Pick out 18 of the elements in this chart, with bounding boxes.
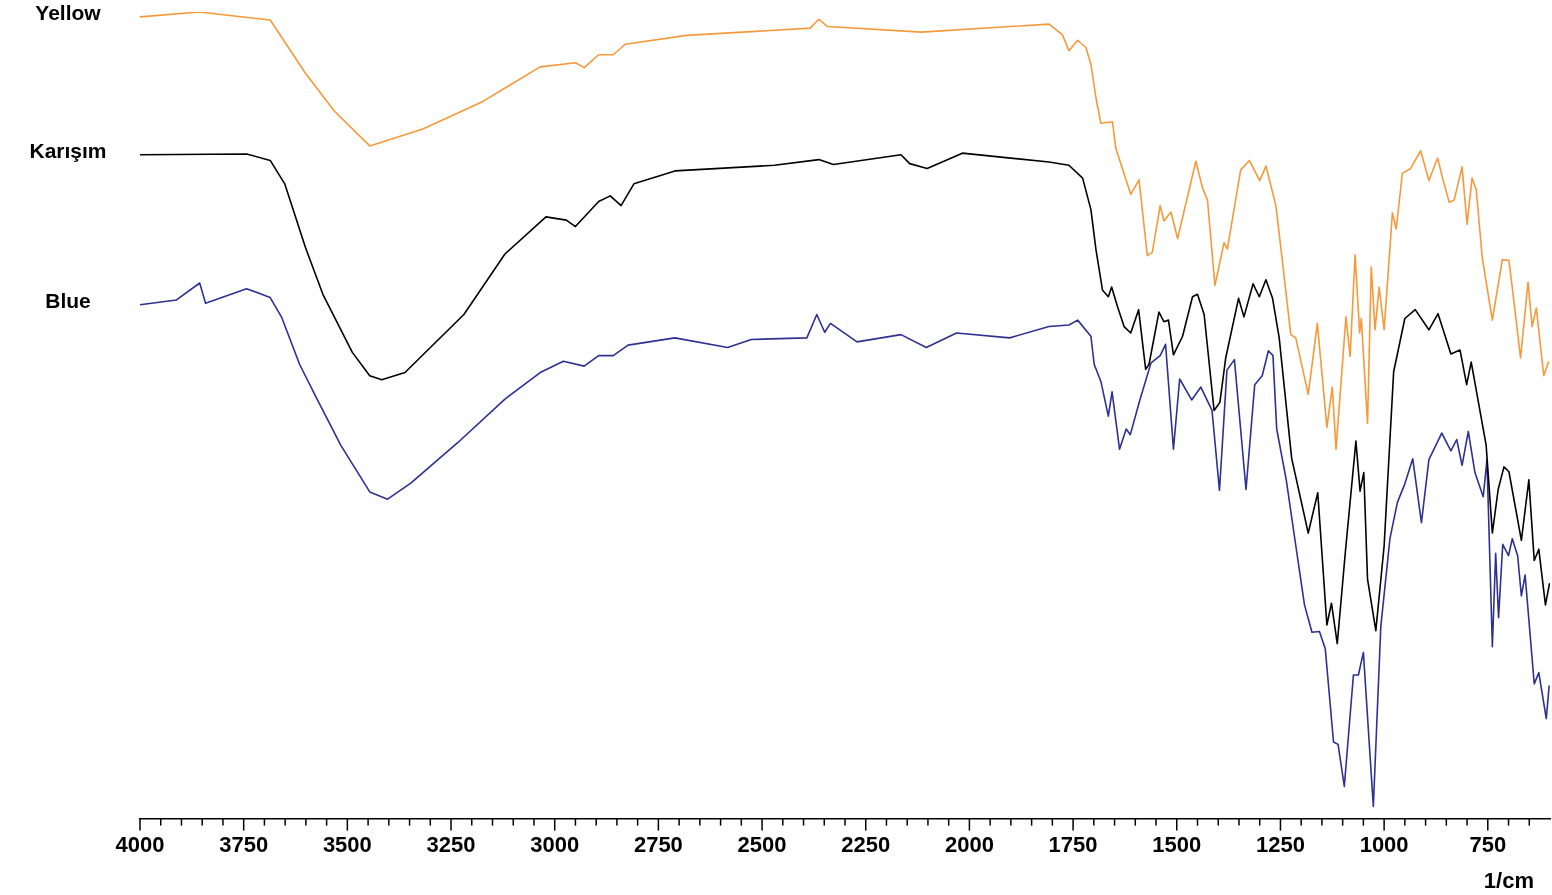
- x-tick-label: 1500: [1152, 831, 1202, 857]
- x-tick-label: 3000: [530, 831, 580, 857]
- x-tick-label: 3750: [219, 831, 269, 857]
- x-tick-label: 2000: [944, 831, 994, 857]
- text: Blue: [45, 288, 91, 312]
- x-axis-title: 1/cm: [1483, 868, 1534, 894]
- x-tick-label: 1750: [1048, 831, 1098, 857]
- x-tick-label: 2250: [841, 831, 891, 857]
- series-label: Karışım: [29, 138, 107, 162]
- x-tick-label: 1000: [1359, 831, 1409, 857]
- x-tick-label: 3250: [426, 831, 476, 857]
- series-label: Yellow: [35, 0, 102, 24]
- x-tick-label: 2750: [633, 831, 683, 857]
- x-tick-label: 2500: [737, 831, 787, 857]
- x-tick-label: 3500: [322, 831, 372, 857]
- x-tick-label: 1250: [1255, 831, 1305, 857]
- x-tick-label: 4000: [115, 831, 165, 857]
- x-tick-label: 750: [1469, 831, 1507, 857]
